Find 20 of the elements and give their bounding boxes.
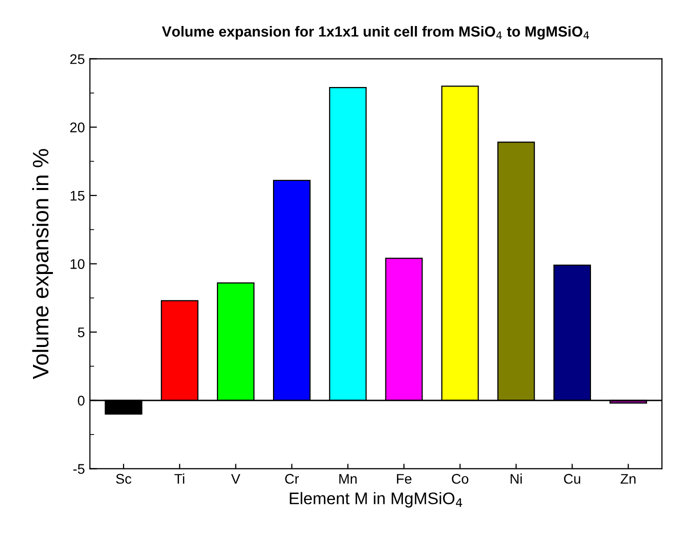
- x-tick-label: Fe: [396, 474, 412, 484]
- y-tick-label: 20: [70, 122, 84, 132]
- x-tick-label: Ti: [174, 474, 184, 484]
- chart-title: Volume expansion for 1x1x1 unit cell from MSiO$_{4}$ to MgMSiO$_{4}$: [162, 26, 589, 40]
- x-tick-label: Co: [452, 474, 468, 484]
- y-tick-label: 0: [78, 396, 84, 406]
- y-axis-title: Volume expansion in %: [32, 149, 53, 380]
- x-tick-label: Zn: [620, 474, 636, 484]
- y-tick-label: 10: [70, 259, 84, 269]
- y-tick-label: 25: [70, 54, 84, 64]
- y-tick-label: 5: [78, 328, 84, 338]
- x-tick-label: Cu: [564, 474, 580, 484]
- x-tick-label: Ni: [510, 474, 522, 484]
- x-tick-label: Cr: [285, 474, 299, 484]
- x-tick-label: Mn: [339, 474, 357, 484]
- y-tick-label: 15: [70, 190, 84, 201]
- x-axis-title: Element M in MgMSiO$_{4}$: [290, 492, 462, 508]
- x-tick-label: V: [231, 474, 240, 484]
- y-tick-label: -5: [73, 464, 84, 474]
- x-tick-label: Sc: [116, 474, 132, 484]
